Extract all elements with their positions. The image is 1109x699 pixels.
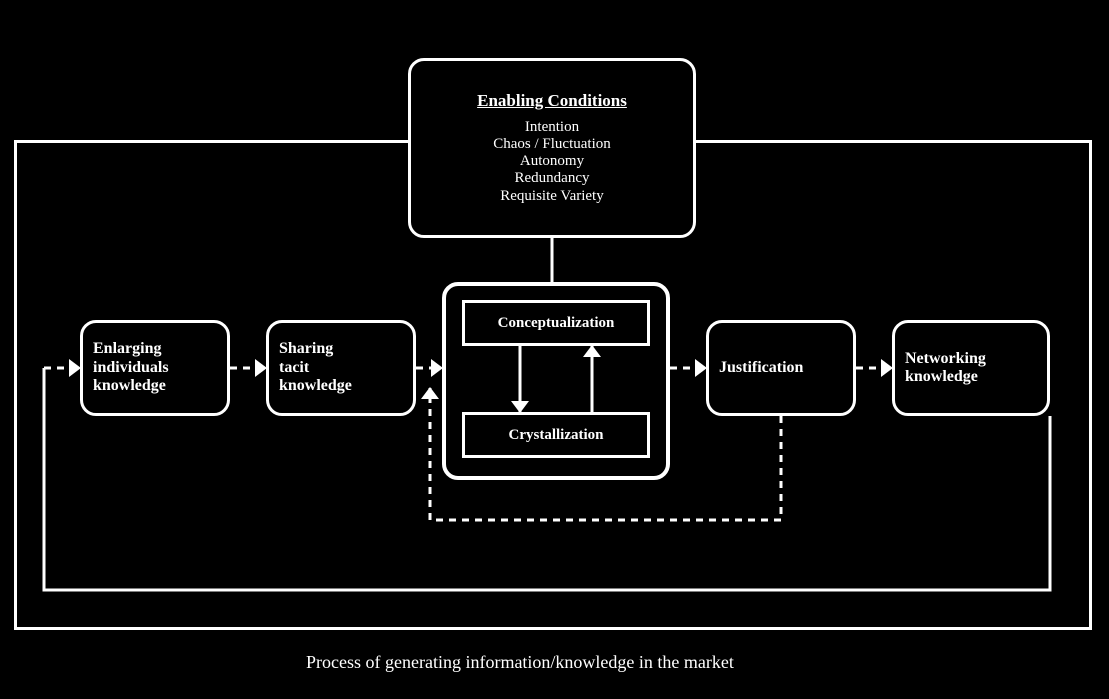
inner-crystallization-label: Crystallization <box>509 427 604 444</box>
enabling-condition-item: Autonomy <box>421 153 683 170</box>
node-enlarging: Enlargingindividualsknowledge <box>80 320 230 416</box>
node-sharing-label: Sharing <box>279 340 403 358</box>
node-enlarging-label: individuals <box>93 359 217 377</box>
inner-conceptualization: Conceptualization <box>462 300 650 346</box>
node-sharing-label: knowledge <box>279 377 403 395</box>
enabling-conditions-items: IntentionChaos / FluctuationAutonomyRedu… <box>421 119 683 205</box>
node-justification: Justification <box>706 320 856 416</box>
diagram-canvas: Enabling Conditions IntentionChaos / Flu… <box>0 0 1109 699</box>
enabling-conditions-title: Enabling Conditions <box>421 91 683 111</box>
enabling-condition-item: Requisite Variety <box>421 188 683 205</box>
node-enlarging-label: Enlarging <box>93 340 217 358</box>
node-justification-label: Justification <box>719 359 803 377</box>
inner-crystallization: Crystallization <box>462 412 650 458</box>
node-enlarging-label: knowledge <box>93 377 217 395</box>
enabling-conditions-box: Enabling Conditions IntentionChaos / Flu… <box>408 58 696 238</box>
inner-conceptualization-label: Conceptualization <box>498 315 615 332</box>
enabling-condition-item: Intention <box>421 119 683 136</box>
node-sharing: Sharingtacitknowledge <box>266 320 416 416</box>
enabling-condition-item: Redundancy <box>421 170 683 187</box>
node-sharing-label: tacit <box>279 359 403 377</box>
node-networking-label: knowledge <box>905 368 1037 386</box>
diagram-caption: Process of generating information/knowle… <box>306 652 734 673</box>
node-networking: Networkingknowledge <box>892 320 1050 416</box>
enabling-condition-item: Chaos / Fluctuation <box>421 136 683 153</box>
node-networking-label: Networking <box>905 350 1037 368</box>
